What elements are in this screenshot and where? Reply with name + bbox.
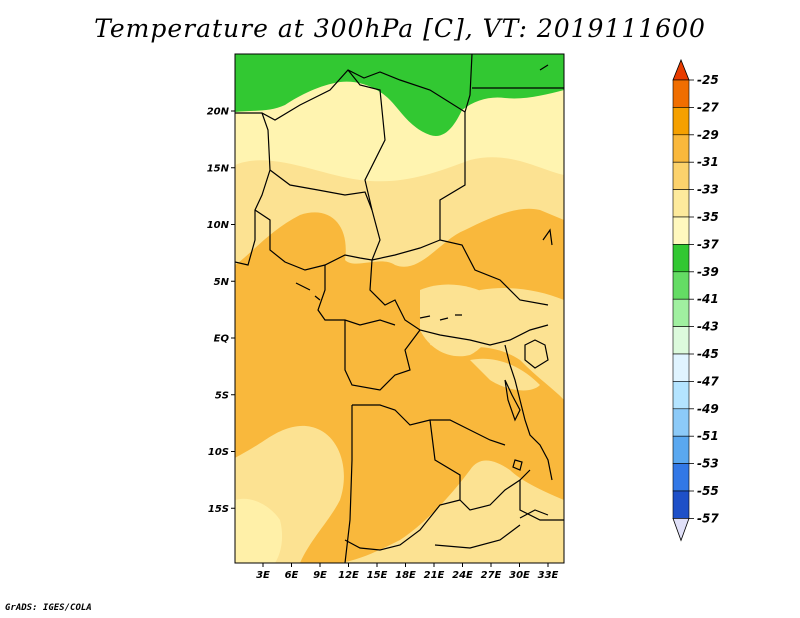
legend-swatch bbox=[672, 161, 690, 190]
legend-label: -51 bbox=[697, 429, 719, 443]
legend-label: -27 bbox=[697, 100, 719, 114]
contour-35 bbox=[235, 54, 564, 136]
legend-swatch bbox=[672, 244, 690, 273]
lon-label: 24E bbox=[452, 570, 473, 581]
lon-label: 18E bbox=[395, 570, 416, 581]
legend-swatch bbox=[672, 107, 690, 136]
lon-label: 30E bbox=[509, 570, 530, 581]
map-title: Temperature at 300hPa [C], VT: 201911160… bbox=[94, 14, 706, 43]
country-borders bbox=[235, 54, 564, 563]
lon-label: 12E bbox=[338, 570, 359, 581]
lon-label: 33E bbox=[538, 570, 559, 581]
legend-swatch bbox=[672, 463, 690, 492]
legend-swatch bbox=[672, 408, 690, 437]
lat-label: 5N bbox=[214, 277, 230, 288]
legend-label: -57 bbox=[697, 511, 719, 525]
legend-label: -33 bbox=[697, 183, 719, 197]
lon-label: 3E bbox=[256, 570, 270, 581]
lat-tick-labels: 20N 15N 10N 5N EQ 5S 10S 15S bbox=[207, 107, 235, 515]
lon-label: 21E bbox=[424, 570, 445, 581]
lat-label: 10N bbox=[207, 220, 230, 231]
legend-label: -41 bbox=[697, 292, 719, 306]
legend-label: -47 bbox=[697, 374, 719, 388]
lon-label: 27E bbox=[481, 570, 502, 581]
lat-label: 15N bbox=[207, 163, 230, 174]
legend-swatch bbox=[672, 216, 690, 245]
lat-label: EQ bbox=[214, 334, 230, 345]
grads-credit: GrADS: IGES/COLA bbox=[5, 603, 92, 613]
legend-label: -35 bbox=[697, 210, 719, 224]
legend-swatch bbox=[672, 490, 690, 519]
color-legend: -25 -27 -29 -31 -33 -35 -37 -39 -41 -43 -45 -47 -49 -… bbox=[672, 58, 719, 542]
legend-label: -25 bbox=[697, 73, 719, 87]
lat-label: 10S bbox=[208, 447, 229, 458]
lat-label: 15S bbox=[208, 504, 229, 515]
legend-swatch bbox=[672, 298, 690, 327]
legend-swatch bbox=[672, 189, 690, 218]
lat-label: 20N bbox=[207, 107, 230, 118]
lon-label: 9E bbox=[313, 570, 327, 581]
legend-bottom-arrow bbox=[672, 518, 690, 542]
legend-label: -55 bbox=[697, 484, 719, 498]
legend-label: -45 bbox=[697, 347, 719, 361]
legend-label: -49 bbox=[697, 402, 719, 416]
legend-label: -37 bbox=[697, 237, 719, 251]
legend-label: -53 bbox=[697, 457, 719, 471]
legend-label: -39 bbox=[697, 265, 719, 279]
legend-swatch bbox=[672, 353, 690, 382]
legend-swatch bbox=[672, 381, 690, 410]
lon-label: 15E bbox=[367, 570, 388, 581]
lon-label: 6E bbox=[285, 570, 299, 581]
legend-top-arrow bbox=[672, 58, 690, 81]
lat-label: 5S bbox=[215, 390, 229, 401]
legend-swatch bbox=[672, 435, 690, 464]
legend-label: -31 bbox=[697, 155, 719, 169]
legend-swatch bbox=[672, 271, 690, 300]
legend-label: -43 bbox=[697, 320, 719, 334]
legend-swatch bbox=[672, 79, 690, 108]
lon-tick-labels: 3E 6E 9E 12E 15E 18E 21E 24E 27E 30E 33E bbox=[256, 563, 559, 581]
legend-swatch bbox=[672, 134, 690, 163]
map-frame bbox=[234, 53, 565, 564]
legend-swatch bbox=[672, 326, 690, 355]
legend-label: -29 bbox=[697, 128, 719, 142]
